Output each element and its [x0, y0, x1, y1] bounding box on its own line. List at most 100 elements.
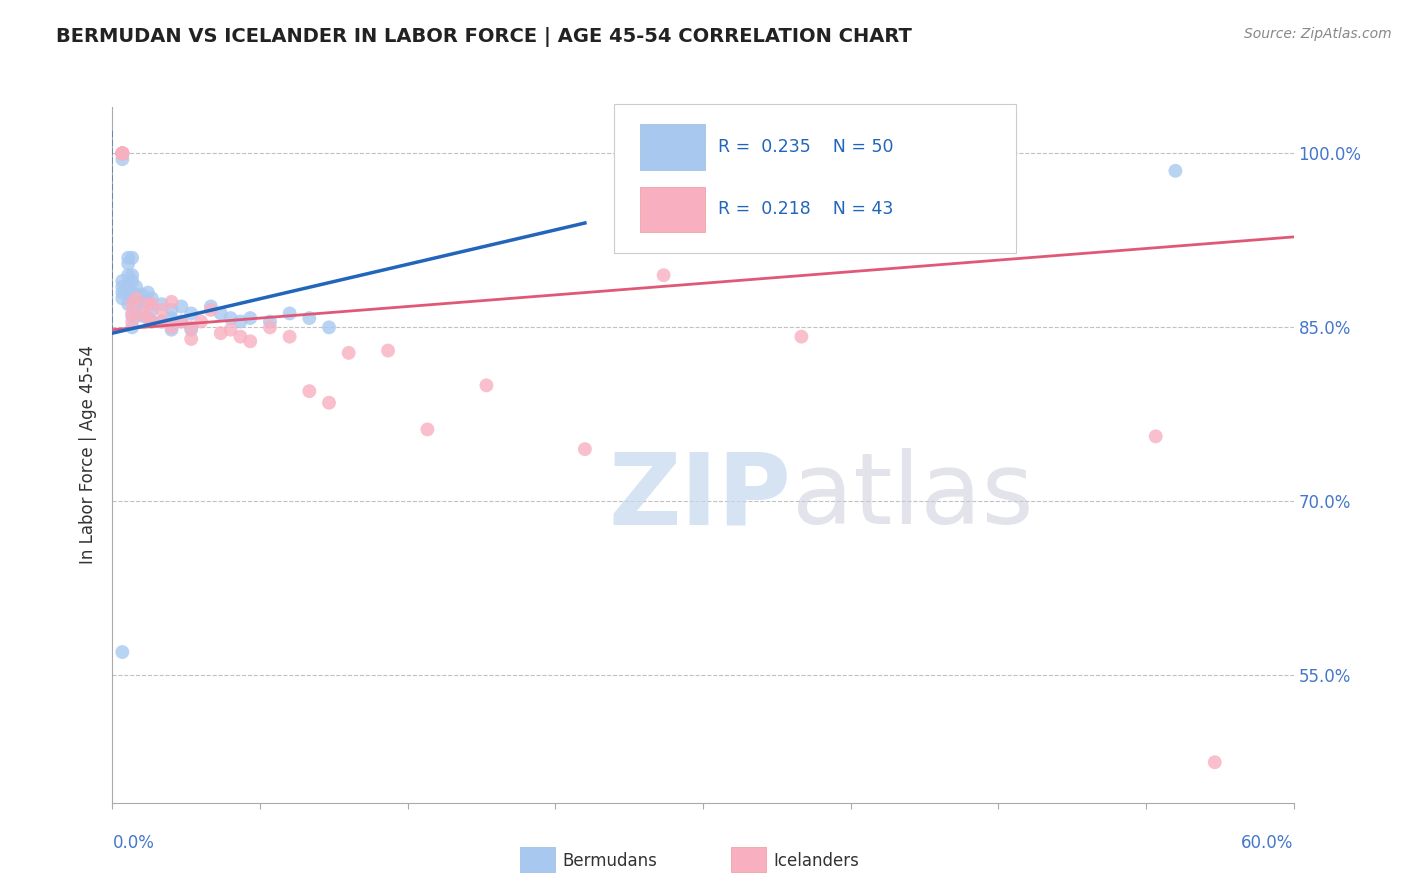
Point — [125, 309, 148, 323]
Point — [121, 297, 143, 311]
Point — [111, 285, 134, 300]
Point — [141, 315, 163, 329]
Point — [111, 146, 134, 161]
Point — [111, 146, 134, 161]
Point — [121, 291, 143, 305]
Point — [111, 280, 134, 294]
Point — [111, 152, 134, 166]
Bar — [640, 124, 706, 169]
Point — [150, 297, 173, 311]
Point — [117, 251, 139, 265]
Point — [117, 257, 139, 271]
Text: R =  0.235    N = 50: R = 0.235 N = 50 — [718, 137, 894, 156]
Point — [125, 291, 148, 305]
Text: Bermudans: Bermudans — [562, 852, 657, 870]
Point — [790, 329, 813, 343]
Point — [190, 315, 212, 329]
Point — [278, 306, 301, 320]
Point — [136, 294, 159, 309]
Point — [121, 285, 143, 300]
Point — [136, 285, 159, 300]
Point — [160, 323, 183, 337]
Point — [131, 288, 153, 302]
Point — [180, 323, 202, 337]
Point — [180, 306, 202, 320]
Point — [117, 268, 139, 282]
Point — [111, 146, 134, 161]
Point — [239, 334, 262, 349]
Point — [170, 315, 193, 329]
Bar — [640, 187, 706, 232]
Point — [111, 146, 134, 161]
FancyBboxPatch shape — [614, 103, 1017, 253]
Point — [111, 146, 134, 161]
Point — [574, 442, 596, 457]
Point — [136, 311, 159, 326]
Point — [1164, 164, 1187, 178]
Point — [121, 320, 143, 334]
Point — [229, 329, 252, 343]
Point — [111, 146, 134, 161]
Point — [117, 280, 139, 294]
Point — [136, 311, 159, 326]
Point — [1204, 755, 1226, 769]
Point — [111, 274, 134, 288]
Point — [131, 294, 153, 309]
Point — [125, 288, 148, 302]
Point — [141, 315, 163, 329]
Point — [141, 303, 163, 318]
Text: 60.0%: 60.0% — [1241, 834, 1294, 852]
Point — [259, 320, 281, 334]
Point — [141, 297, 163, 311]
Point — [1144, 429, 1167, 443]
Point — [209, 306, 232, 320]
Point — [150, 315, 173, 329]
Point — [209, 326, 232, 341]
Point — [200, 303, 222, 318]
Point — [160, 311, 183, 326]
Point — [150, 315, 173, 329]
Point — [160, 294, 183, 309]
Point — [121, 309, 143, 323]
Text: Icelanders: Icelanders — [773, 852, 859, 870]
Point — [136, 297, 159, 311]
Point — [200, 300, 222, 314]
Point — [475, 378, 498, 392]
Point — [111, 146, 134, 161]
Text: atlas: atlas — [792, 448, 1033, 545]
Point — [160, 303, 183, 318]
Point — [125, 297, 148, 311]
Point — [219, 323, 242, 337]
Point — [416, 422, 439, 436]
Point — [337, 346, 360, 360]
Text: Source: ZipAtlas.com: Source: ZipAtlas.com — [1244, 27, 1392, 41]
Text: ZIP: ZIP — [609, 448, 792, 545]
Point — [180, 332, 202, 346]
Point — [652, 268, 675, 282]
Point — [278, 329, 301, 343]
Point — [229, 315, 252, 329]
Point — [121, 268, 143, 282]
Point — [180, 320, 202, 334]
Text: BERMUDAN VS ICELANDER IN LABOR FORCE | AGE 45-54 CORRELATION CHART: BERMUDAN VS ICELANDER IN LABOR FORCE | A… — [56, 27, 912, 46]
Point — [111, 146, 134, 161]
Point — [111, 291, 134, 305]
Point — [131, 306, 153, 320]
Text: R =  0.218    N = 43: R = 0.218 N = 43 — [718, 201, 894, 219]
Point — [259, 315, 281, 329]
Point — [318, 320, 340, 334]
Point — [141, 291, 163, 305]
Point — [121, 306, 143, 320]
Point — [170, 300, 193, 314]
Point — [121, 315, 143, 329]
Point — [318, 396, 340, 410]
Point — [377, 343, 399, 358]
Point — [150, 303, 173, 318]
Y-axis label: In Labor Force | Age 45-54: In Labor Force | Age 45-54 — [79, 345, 97, 565]
Point — [125, 280, 148, 294]
Point — [121, 251, 143, 265]
Point — [121, 274, 143, 288]
Point — [160, 320, 183, 334]
Point — [298, 311, 321, 326]
Point — [111, 645, 134, 659]
